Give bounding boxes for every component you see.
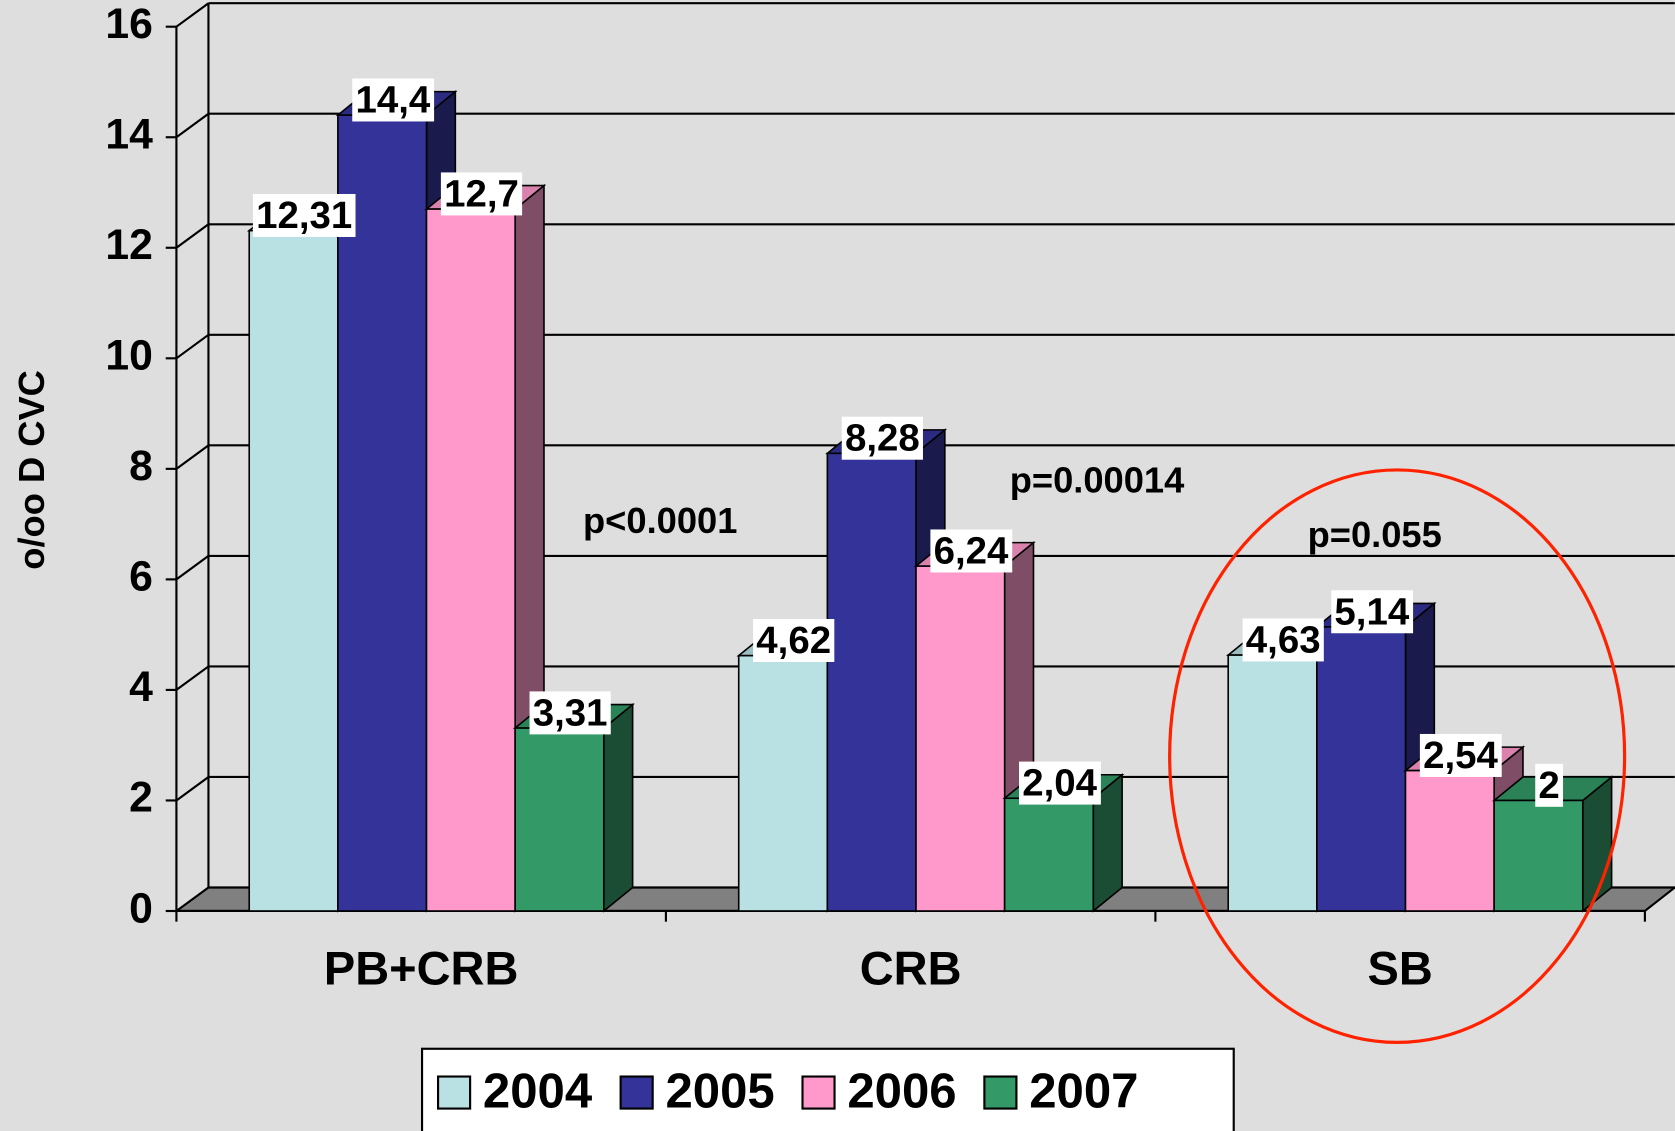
- value-label: 2,04: [1022, 762, 1097, 805]
- value-label: 6,24: [934, 529, 1009, 572]
- bar-front: [425, 208, 516, 912]
- legend-swatch: [801, 1075, 836, 1110]
- value-label: 8,28: [845, 417, 920, 460]
- x-tick-label: SB: [1368, 941, 1433, 994]
- legend-swatch: [983, 1075, 1018, 1110]
- label-box: [1535, 763, 1564, 807]
- legend-label: 2006: [847, 1065, 956, 1119]
- bar-front: [248, 229, 339, 912]
- value-label: 14,4: [355, 78, 430, 121]
- grid-line: [175, 2, 210, 28]
- label-box: [352, 78, 435, 122]
- label-box: [529, 691, 611, 735]
- label-box: [1242, 618, 1324, 662]
- label-box: [252, 193, 356, 237]
- x-tick-label: CRB: [860, 941, 962, 994]
- y-tick-label: 6: [129, 553, 153, 601]
- y-tick-label: 4: [129, 663, 153, 711]
- label-box: [1019, 761, 1101, 805]
- bar: [512, 702, 635, 913]
- label-box: [841, 416, 923, 460]
- grid-line: [175, 333, 210, 360]
- value-label: 5,14: [1334, 590, 1409, 633]
- bar-front: [915, 565, 1006, 912]
- value-label: 2: [1538, 764, 1559, 807]
- bar-front: [1404, 769, 1495, 912]
- y-tick-label: 14: [105, 111, 153, 159]
- legend-label: 2005: [665, 1065, 774, 1119]
- annotation: p=0.055: [1308, 514, 1442, 555]
- label-box: [440, 172, 523, 216]
- y-tick-label: 8: [129, 442, 153, 490]
- legend-label: 2004: [483, 1065, 593, 1119]
- bar-front: [337, 114, 428, 912]
- y-tick-label: 12: [105, 221, 152, 269]
- label-box: [930, 529, 1013, 573]
- grid-line: [175, 776, 210, 802]
- legend-label: 2007: [1029, 1065, 1138, 1119]
- highlight-ellipse: [1168, 468, 1627, 1044]
- bar-front: [737, 654, 829, 912]
- y-tick-label: 10: [105, 332, 152, 380]
- bar-front: [826, 452, 917, 912]
- bar-front: [1316, 626, 1407, 912]
- label-box: [753, 618, 835, 662]
- grid-line: [175, 665, 210, 691]
- value-label: 12,31: [256, 194, 352, 237]
- bar-side: [602, 702, 634, 913]
- plot: 0 2 4 6 8 10 12 14 16 PB+CRB CRB SB 12,31 14,4 12,7 3,3…: [105, 0, 1675, 994]
- grid-line: [175, 444, 210, 470]
- bar-front: [1493, 799, 1584, 912]
- legend-swatch: [437, 1075, 472, 1110]
- bar-front: [1227, 654, 1318, 912]
- value-label: 4,63: [1246, 618, 1321, 661]
- value-label: 3,31: [533, 691, 608, 734]
- value-label: 2,54: [1423, 734, 1498, 777]
- y-axis-title: o/oo D CVC: [11, 370, 52, 570]
- y-tick-label: 16: [105, 0, 152, 48]
- value-label: 12,7: [444, 172, 519, 215]
- bar-front: [1003, 797, 1095, 912]
- annotation: p=0.00014: [1010, 459, 1185, 500]
- annotation: p<0.0001: [583, 500, 737, 541]
- y-tick-label: 2: [129, 774, 153, 822]
- value-label: 4,62: [756, 619, 831, 662]
- x-tick-label: PB+CRB: [324, 941, 519, 994]
- grid-line: [175, 223, 210, 249]
- bar-front: [514, 727, 605, 912]
- legend-swatch: [619, 1075, 654, 1110]
- grid-line: [175, 112, 210, 139]
- label-box: [1331, 590, 1414, 634]
- y-tick-label: 0: [129, 884, 153, 932]
- label-box: [1419, 733, 1502, 777]
- grid-line: [175, 555, 210, 581]
